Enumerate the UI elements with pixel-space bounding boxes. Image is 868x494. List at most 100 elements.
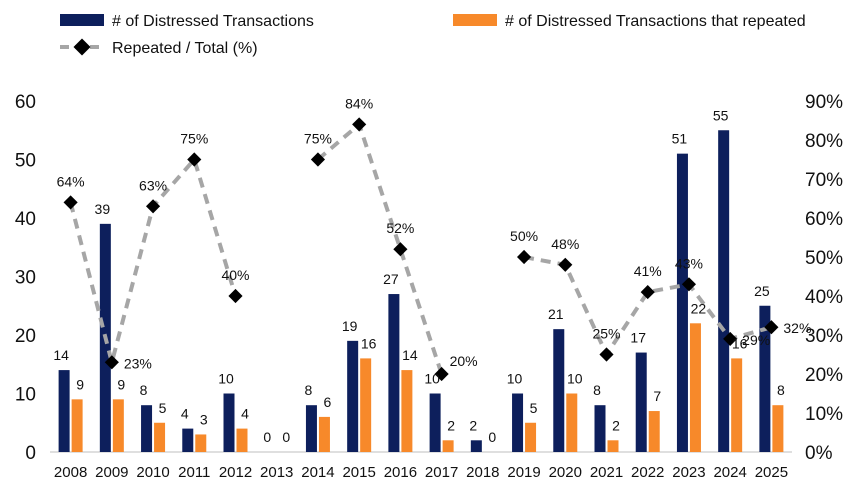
- bar-repeated: [318, 416, 330, 452]
- bar-repeated: [525, 422, 537, 452]
- ratio-marker: [352, 117, 367, 132]
- legend: # of Distressed Transactions # of Distre…: [60, 13, 806, 57]
- bar-distressed: [635, 352, 647, 452]
- x-axis-tick-label: 2020: [549, 464, 582, 481]
- x-axis-tick-label: 2021: [590, 464, 623, 481]
- bar-distressed: [388, 294, 400, 452]
- bar-distressed-label: 2: [469, 417, 477, 433]
- left-axis-tick-label: 10: [15, 385, 36, 406]
- bar-distressed: [182, 428, 194, 452]
- legend-label-repeated: # of Distressed Transactions that repeat…: [505, 13, 806, 30]
- x-axis-tick-label: 2018: [466, 464, 499, 481]
- bar-repeated: [731, 358, 743, 452]
- bar-distressed-label: 17: [630, 330, 646, 346]
- x-axis-tick-label: 2008: [54, 464, 87, 481]
- ratio-point-label: 48%: [551, 236, 579, 252]
- bar-distressed: [553, 329, 565, 452]
- bar-repeated-label: 0: [488, 429, 496, 445]
- bar-repeated: [71, 399, 83, 452]
- legend-swatch-ratio-marker: [73, 38, 91, 56]
- bar-distressed: [676, 153, 688, 452]
- ratio-marker: [310, 152, 326, 167]
- x-axis-tick-label: 2015: [342, 464, 375, 481]
- right-axis-tick-label: 80%: [805, 131, 843, 152]
- bar-distressed-label: 10: [218, 371, 234, 387]
- right-axis-tick-label: 30%: [805, 326, 843, 347]
- x-axis-tick-label: 2019: [507, 464, 540, 481]
- bar-repeated-label: 22: [691, 300, 707, 316]
- ratio-line-series: [63, 117, 779, 382]
- bar-repeated-label: 14: [402, 347, 418, 363]
- ratio-marker: [63, 195, 78, 210]
- bar-distressed: [58, 370, 70, 452]
- legend-label-distressed: # of Distressed Transactions: [112, 13, 314, 30]
- ratio-point-label: 40%: [221, 267, 249, 283]
- bar-distressed-label: 39: [95, 201, 111, 217]
- bar-distressed-label: 14: [53, 347, 69, 363]
- bar-distressed: [470, 440, 482, 452]
- x-axis-tick-label: 2013: [260, 464, 293, 481]
- ratio-point-label: 25%: [592, 326, 620, 342]
- ratio-point-label: 43%: [675, 255, 703, 271]
- left-axis-tick-label: 60: [15, 92, 36, 113]
- bar-repeated-label: 2: [447, 417, 455, 433]
- bar-repeated: [401, 370, 413, 452]
- right-axis-tick-label: 20%: [805, 365, 843, 386]
- bar-repeated: [112, 399, 124, 452]
- bar-repeated: [648, 411, 660, 452]
- bar-distressed-label: 51: [672, 131, 688, 147]
- legend-swatch-repeated: [453, 14, 497, 26]
- ratio-marker: [228, 288, 243, 304]
- ratio-point-label: 52%: [386, 220, 414, 236]
- ratio-marker: [104, 355, 119, 370]
- ratio-point-label: 75%: [180, 131, 208, 147]
- ratio-point-label: 20%: [450, 353, 478, 369]
- ratio-marker: [599, 347, 614, 362]
- bar-repeated: [566, 393, 578, 452]
- bar-distressed: [141, 405, 153, 452]
- bar-distressed: [594, 405, 606, 452]
- ratio-line-segment: [316, 122, 444, 375]
- right-axis: 0% 10% 20% 30% 40% 50% 60% 70% 80% 90%: [805, 92, 843, 464]
- right-axis-tick-label: 0%: [805, 443, 833, 464]
- ratio-marker: [434, 366, 449, 382]
- bar-repeated-label: 9: [76, 376, 84, 392]
- bar-distressed: [512, 393, 524, 452]
- bar-repeated-label: 5: [530, 400, 538, 416]
- bar-distressed-label: 27: [383, 271, 399, 287]
- ratio-marker: [145, 199, 161, 214]
- x-axis-tick-label: 2022: [631, 464, 664, 481]
- ratio-marker: [723, 331, 738, 346]
- legend-label-ratio: Repeated / Total (%): [112, 40, 258, 57]
- bar-distressed: [759, 305, 771, 452]
- ratio-point-label: 23%: [124, 355, 152, 371]
- bar-repeated: [360, 358, 372, 452]
- ratio-marker: [681, 277, 697, 292]
- left-axis-tick-label: 40: [15, 209, 36, 230]
- right-axis-tick-label: 90%: [805, 92, 843, 113]
- bar-distressed: [223, 393, 235, 452]
- x-axis-tick-label: 2017: [425, 464, 458, 481]
- left-axis-tick-label: 20: [15, 326, 36, 347]
- bar-distressed: [305, 405, 317, 452]
- bar-repeated-label: 0: [282, 429, 290, 445]
- bar-repeated-label: 5: [159, 400, 167, 416]
- bar-series: [58, 130, 784, 452]
- x-axis-tick-label: 2009: [95, 464, 128, 481]
- bar-repeated: [195, 434, 207, 452]
- bar-repeated-label: 10: [567, 371, 583, 387]
- left-axis-tick-label: 0: [25, 443, 36, 464]
- bar-distressed-label: 8: [305, 382, 313, 398]
- left-axis: 0 10 20 30 40 50 60: [15, 92, 36, 464]
- right-axis-tick-label: 40%: [805, 287, 843, 308]
- x-axis-tick-label: 2010: [136, 464, 169, 481]
- ratio-point-label: 64%: [57, 173, 85, 189]
- bar-repeated-label: 8: [777, 382, 785, 398]
- bar-distressed-label: 0: [263, 429, 271, 445]
- x-axis: 2008 2009 2010 2011 2012 2013 2014 2015 2016 2017…: [50, 451, 792, 481]
- bar-repeated-label: 16: [732, 335, 748, 351]
- bar-repeated: [772, 405, 784, 452]
- bar-distressed-label: 4: [181, 406, 189, 422]
